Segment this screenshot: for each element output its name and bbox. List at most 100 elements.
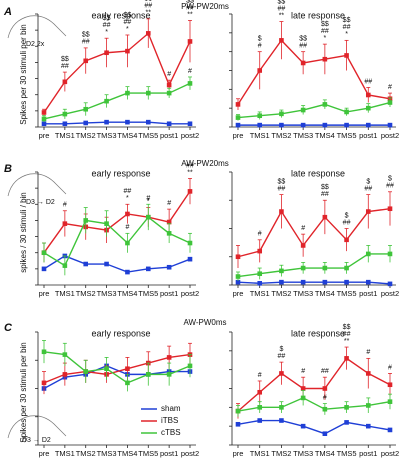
significance-label: ## xyxy=(186,4,194,11)
significance-label: $ xyxy=(345,212,349,219)
significance-label: $$ xyxy=(103,15,111,22)
series-line xyxy=(43,32,191,113)
marker xyxy=(83,218,89,223)
x-tick-label: post1 xyxy=(160,131,178,140)
marker xyxy=(235,274,241,279)
x-tick-label: TMS2 xyxy=(76,131,96,140)
x-tick-label: pre xyxy=(39,289,50,298)
marker xyxy=(41,266,47,272)
significance-label: * xyxy=(345,31,348,38)
x-tick-label: post1 xyxy=(359,449,377,458)
marker xyxy=(257,113,263,118)
marker xyxy=(41,116,47,122)
marker xyxy=(300,243,306,248)
x-tick-label: post1 xyxy=(359,131,377,140)
marker xyxy=(344,122,349,128)
marker xyxy=(344,420,349,425)
marker xyxy=(344,265,349,271)
series-line xyxy=(237,39,391,105)
x-tick-label: pre xyxy=(39,131,50,140)
icon-label: D3 → D2 xyxy=(26,199,55,206)
x-tick-label: post2 xyxy=(181,131,199,140)
subplot-title: early response xyxy=(91,10,150,20)
marker xyxy=(387,399,393,404)
marker xyxy=(322,406,328,412)
marker xyxy=(365,92,371,98)
marker xyxy=(257,281,263,286)
significance-label: ## xyxy=(299,43,307,50)
marker xyxy=(62,111,68,117)
series-line xyxy=(237,419,391,435)
series-line xyxy=(43,353,191,384)
series-line xyxy=(237,281,391,285)
marker xyxy=(41,349,47,355)
marker xyxy=(235,408,241,414)
x-tick-label: TMS5 xyxy=(138,131,158,140)
significance-label: ## xyxy=(321,368,329,375)
marker xyxy=(344,237,349,243)
marker xyxy=(279,279,284,285)
significance-label: ## xyxy=(278,5,286,12)
marker xyxy=(387,281,393,287)
significance-label: * xyxy=(147,198,150,205)
x-tick-label: TMS3 xyxy=(97,289,117,298)
marker xyxy=(387,100,393,105)
significance-label: $$ xyxy=(124,12,132,19)
x-tick-label: TMS4 xyxy=(117,449,137,458)
marker xyxy=(300,107,306,113)
significance-label: $ xyxy=(366,178,370,185)
x-tick-label: TMS1 xyxy=(250,289,270,298)
x-tick-label: post2 xyxy=(381,449,399,458)
marker xyxy=(279,111,284,117)
x-tick-label: post2 xyxy=(381,131,399,140)
marker xyxy=(125,380,130,386)
marker xyxy=(344,279,349,285)
marker xyxy=(145,90,151,96)
subplot-title: early response xyxy=(91,168,150,178)
x-tick-label: TMS5 xyxy=(138,289,158,298)
marker xyxy=(104,261,109,267)
marker xyxy=(41,250,47,256)
significance-label: ## xyxy=(124,19,132,26)
significance-label: ## xyxy=(278,353,286,360)
x-tick-label: post1 xyxy=(359,289,377,298)
marker xyxy=(235,102,241,107)
significance-label: $$ xyxy=(82,32,90,39)
marker xyxy=(365,279,371,285)
significance-label: ## xyxy=(82,39,90,46)
significance-label: ## xyxy=(364,185,372,192)
x-tick-label: TMS3 xyxy=(293,131,313,140)
series-line xyxy=(237,397,391,412)
marker xyxy=(166,82,172,88)
marker xyxy=(125,48,130,54)
significance-label: ## xyxy=(144,3,152,10)
marker xyxy=(125,269,130,275)
marker xyxy=(279,38,284,43)
significance-label: # xyxy=(258,231,262,238)
significance-label: ** xyxy=(344,338,350,345)
marker xyxy=(257,68,263,73)
x-tick-label: post1 xyxy=(160,449,178,458)
series-line xyxy=(43,82,191,120)
x-tick-label: TMS3 xyxy=(293,289,313,298)
x-tick-label: TMS1 xyxy=(250,131,270,140)
series-line xyxy=(237,357,391,412)
x-tick-label: TMS1 xyxy=(55,131,75,140)
significance-label: # xyxy=(323,394,327,401)
x-tick-label: TMS1 xyxy=(55,449,75,458)
marker xyxy=(279,268,284,274)
significance-label: ## xyxy=(103,22,111,29)
significance-label: ** xyxy=(146,10,152,17)
significance-label: # xyxy=(258,43,262,50)
marker xyxy=(145,266,151,272)
series-line xyxy=(237,208,391,258)
significance-label: $$ xyxy=(321,21,329,28)
marker xyxy=(145,214,151,220)
marker xyxy=(387,206,393,212)
significance-label: $$ xyxy=(343,324,351,331)
significance-label: ** xyxy=(187,11,193,18)
marker xyxy=(235,115,241,120)
marker xyxy=(365,251,371,257)
marker xyxy=(104,98,109,104)
marker xyxy=(83,120,89,126)
